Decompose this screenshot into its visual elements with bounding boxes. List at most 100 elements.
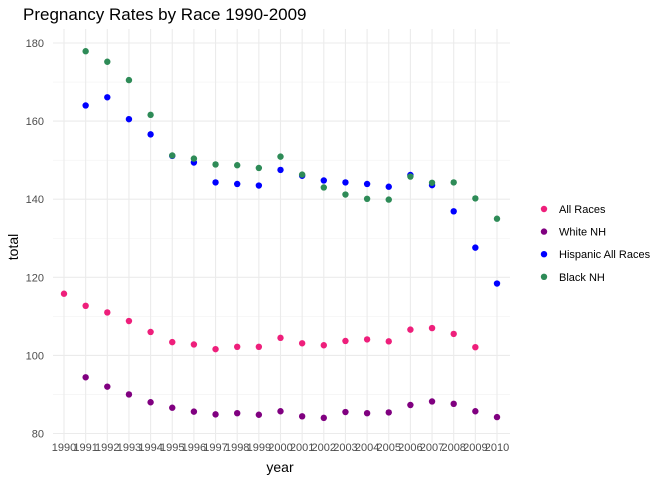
legend-label: Hispanic All Races (559, 249, 651, 261)
x-tick-label: 2008 (441, 442, 465, 454)
data-point (298, 413, 306, 420)
data-point (234, 180, 241, 188)
data-point (212, 179, 219, 186)
data-point (363, 336, 371, 343)
data-point (104, 94, 111, 101)
data-point (450, 400, 457, 408)
data-point (255, 343, 263, 351)
data-point (450, 330, 457, 338)
y-axis-label: total (5, 234, 21, 260)
data-point (277, 334, 284, 342)
chart-title: Pregnancy Rates by Race 1990-2009 (23, 5, 307, 24)
data-point (125, 76, 133, 84)
data-point (234, 409, 241, 417)
data-point (472, 244, 479, 251)
data-point (363, 195, 371, 203)
data-point (450, 208, 457, 215)
data-point (104, 309, 111, 316)
data-point (407, 326, 414, 333)
data-point (277, 166, 284, 174)
data-point (320, 177, 327, 184)
data-point (212, 161, 219, 168)
x-tick-label: 2006 (398, 442, 422, 454)
data-point (363, 409, 371, 417)
data-point (82, 48, 89, 55)
data-point (125, 391, 133, 398)
y-tick-label: 160 (26, 116, 44, 128)
data-point (60, 290, 68, 297)
data-point (298, 340, 306, 347)
data-point (342, 191, 349, 198)
x-tick-label: 1994 (138, 442, 162, 454)
data-point (450, 179, 457, 186)
x-axis-label: year (266, 459, 294, 475)
x-tick-label: 2009 (463, 442, 487, 454)
data-point (493, 413, 501, 421)
data-points (60, 48, 501, 422)
data-point (147, 328, 154, 336)
x-tick-label: 1990 (52, 442, 76, 454)
data-point (234, 162, 241, 169)
x-tick-label: 2005 (377, 442, 401, 454)
data-point (320, 184, 327, 191)
data-point (190, 408, 198, 415)
x-tick-label: 2002 (312, 442, 336, 454)
data-point (147, 131, 154, 138)
y-tick-label: 140 (26, 194, 44, 206)
data-point (342, 408, 349, 416)
y-tick-label: 100 (26, 350, 44, 362)
x-tick-label: 2003 (333, 442, 357, 454)
data-point (82, 374, 89, 381)
data-point (428, 324, 436, 332)
data-point (320, 414, 327, 422)
data-point (255, 182, 263, 189)
x-tick-label: 1997 (203, 442, 227, 454)
data-point (125, 115, 133, 123)
x-tick-label: 1999 (247, 442, 271, 454)
data-point (472, 195, 479, 202)
data-point (385, 409, 392, 416)
grid-lines (53, 29, 510, 443)
data-point (385, 196, 392, 203)
x-tick-label: 2004 (355, 442, 379, 454)
data-point (190, 341, 198, 348)
x-tick-label: 1992 (95, 442, 119, 454)
data-point (169, 404, 176, 411)
data-point (342, 337, 349, 345)
data-point (493, 280, 501, 287)
x-tick-label: 1996 (182, 442, 206, 454)
legend-key (540, 228, 548, 235)
data-point (428, 398, 436, 405)
data-point (428, 179, 436, 186)
y-tick-label: 120 (26, 272, 44, 284)
legend-label: All Races (559, 204, 606, 216)
data-point (190, 155, 198, 162)
data-point (212, 345, 219, 353)
data-point (407, 401, 414, 409)
data-point (82, 302, 89, 310)
data-point (472, 408, 479, 415)
x-tick-label: 1995 (160, 442, 184, 454)
data-point (363, 180, 371, 188)
x-tick-label: 1993 (117, 442, 141, 454)
data-point (342, 179, 349, 186)
data-point (385, 338, 392, 345)
y-axis-ticks: 80 100 120 140 160 180 (26, 38, 44, 441)
data-point (298, 171, 306, 178)
data-point (169, 152, 176, 159)
legend-key (540, 251, 548, 258)
data-point (255, 164, 263, 172)
data-point (407, 173, 414, 180)
data-point (147, 111, 154, 119)
x-tick-label: 2001 (290, 442, 314, 454)
y-tick-label: 180 (26, 38, 44, 50)
x-tick-label: 2010 (485, 442, 509, 454)
data-point (277, 408, 284, 415)
x-tick-label: 1998 (225, 442, 249, 454)
data-point (125, 317, 133, 325)
legend: All Races White NH Hispanic All Races Black… (540, 204, 651, 284)
data-point (212, 411, 219, 418)
data-point (234, 343, 241, 351)
